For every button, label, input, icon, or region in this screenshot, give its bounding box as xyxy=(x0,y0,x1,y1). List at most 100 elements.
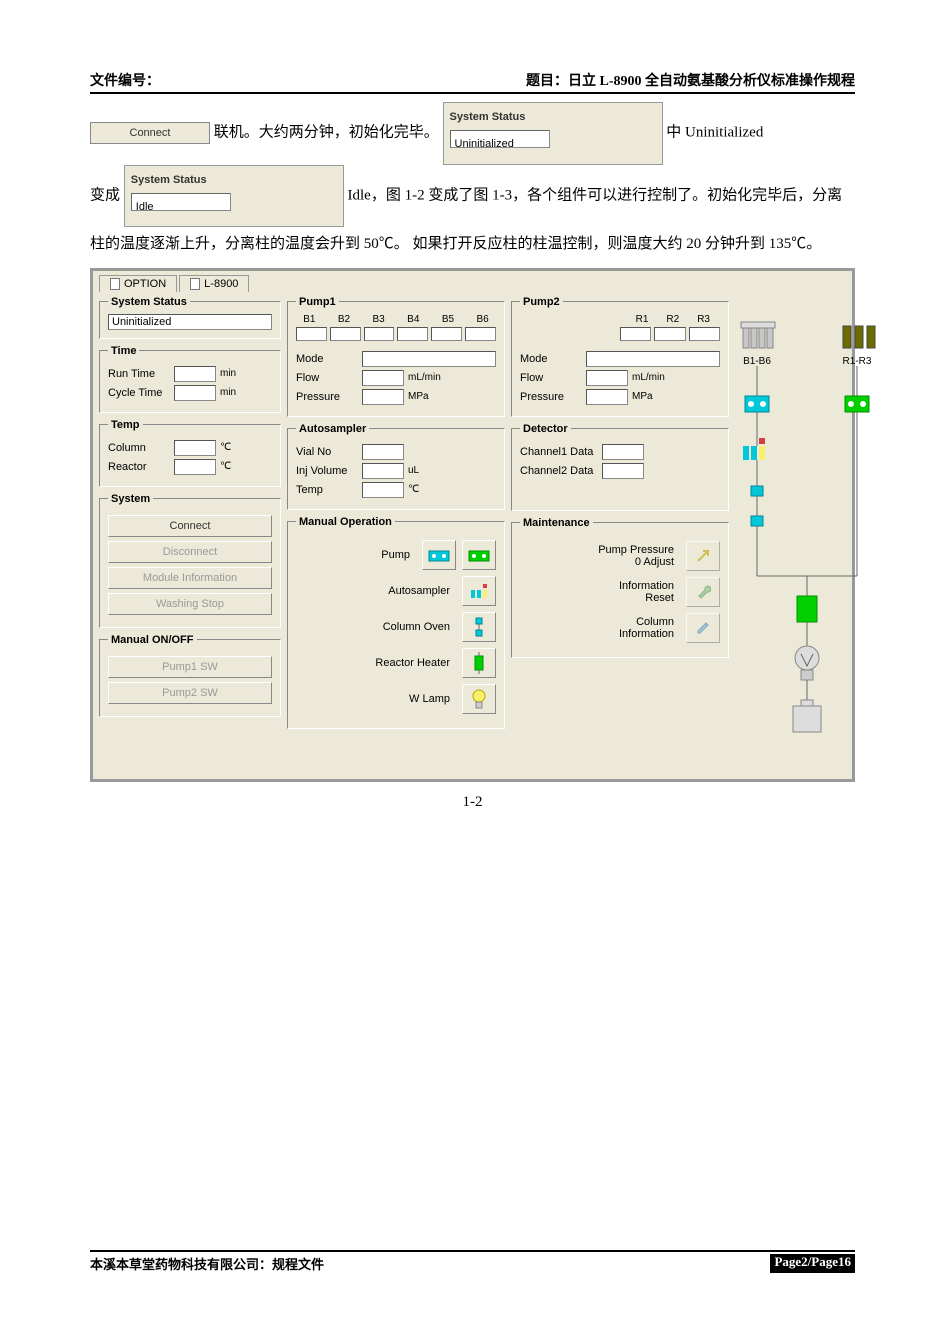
bar-b6 xyxy=(465,327,496,341)
gui-panel: OPTION L-8900 System Status Uninitialize… xyxy=(90,268,855,782)
b-bottles-label: B1-B6 xyxy=(743,356,771,367)
tab-option-label: OPTION xyxy=(124,278,166,290)
col-info-button[interactable] xyxy=(686,613,720,643)
diagram-waste xyxy=(793,706,821,732)
field-as-temp xyxy=(362,482,404,498)
unit-c1: ℃ xyxy=(220,442,254,453)
diagram-oven-top xyxy=(751,486,763,496)
label-mo-oven: Column Oven xyxy=(296,621,456,633)
column-oven-icon-button[interactable] xyxy=(462,612,496,642)
pump1-icon-button[interactable] xyxy=(422,540,456,570)
legend-maintenance: Maintenance xyxy=(520,517,593,529)
field-p1-pressure xyxy=(362,389,404,405)
status-value-uninit: Uninitialized xyxy=(450,130,550,148)
status-value-idle: Idle xyxy=(131,193,231,211)
reactor-heater-icon-button[interactable] xyxy=(462,648,496,678)
group-time: Time Run Timemin Cycle Timemin xyxy=(99,345,281,413)
pump2-sw-button[interactable]: Pump2 SW xyxy=(108,682,272,704)
field-ch1 xyxy=(602,444,644,460)
group-pump1: Pump1 B1 B2 B3 B4 B5 B6 Mode FlowmL/min … xyxy=(287,296,505,417)
bar-b2 xyxy=(330,327,361,341)
tab-device[interactable]: L-8900 xyxy=(179,275,249,292)
legend-manual-op: Manual Operation xyxy=(296,516,395,528)
pump1-b-bars xyxy=(296,327,496,341)
legend-time: Time xyxy=(108,345,139,357)
unit-min: min xyxy=(220,368,254,379)
diagram-reactor xyxy=(797,596,817,622)
label-reactor-temp: Reactor xyxy=(108,461,170,473)
r2: R2 xyxy=(666,314,679,325)
legend-pump1: Pump1 xyxy=(296,296,339,308)
label-p1-mode: Mode xyxy=(296,353,358,365)
inline-connect-button[interactable]: Connect xyxy=(90,122,210,144)
b1: B1 xyxy=(303,314,315,325)
field-p1-mode xyxy=(362,351,496,367)
b-bottles xyxy=(741,322,775,348)
device-icon xyxy=(190,278,200,290)
arrow-icon xyxy=(695,548,711,564)
connect-button[interactable]: Connect xyxy=(108,515,272,537)
flow-diagram: B1-B6 R1-R3 xyxy=(735,296,885,769)
group-manual-op: Manual Operation Pump Autosampler Column… xyxy=(287,516,505,729)
field-reactor-temp xyxy=(174,459,216,475)
field-cycle-time xyxy=(174,385,216,401)
legend-manual-onoff: Manual ON/OFF xyxy=(108,634,197,646)
group-manual-onoff: Manual ON/OFF Pump1 SW Pump2 SW xyxy=(99,634,281,717)
group-maintenance: Maintenance Pump Pressure0 Adjust Inform… xyxy=(511,517,729,658)
bar-r3 xyxy=(689,327,720,341)
bar-b1 xyxy=(296,327,327,341)
label-p1-flow: Flow xyxy=(296,372,358,384)
legend-detector: Detector xyxy=(520,423,571,435)
label-info-reset: InformationReset xyxy=(520,580,680,604)
unit-p2-flow: mL/min xyxy=(632,372,666,383)
field-p2-mode xyxy=(586,351,720,367)
washing-stop-button[interactable]: Washing Stop xyxy=(108,593,272,615)
info-reset-button[interactable] xyxy=(686,577,720,607)
pump2-icon-button[interactable] xyxy=(462,540,496,570)
unit-min2: min xyxy=(220,387,254,398)
b4: B4 xyxy=(407,314,419,325)
pump2-r-bars xyxy=(620,327,720,341)
r-bottles xyxy=(843,326,875,348)
bar-r1 xyxy=(620,327,651,341)
tab-option[interactable]: OPTION xyxy=(99,275,177,292)
field-ch2 xyxy=(602,463,644,479)
label-pump-adjust: Pump Pressure0 Adjust xyxy=(520,544,680,568)
label-p2-mode: Mode xyxy=(520,353,582,365)
field-column-temp xyxy=(174,440,216,456)
autosampler-icon-button[interactable] xyxy=(462,576,496,606)
pump1-icon xyxy=(428,547,450,563)
label-cycle-time: Cycle Time xyxy=(108,387,170,399)
lamp-icon xyxy=(470,688,488,710)
group-autosampler: Autosampler Vial No Inj VolumeuL Temp℃ xyxy=(287,423,505,510)
label-ch2: Channel2 Data xyxy=(520,465,598,477)
autosampler-icon xyxy=(469,582,489,600)
b6: B6 xyxy=(476,314,488,325)
legend-autosampler: Autosampler xyxy=(296,423,369,435)
option-icon xyxy=(110,278,120,290)
pump1-sw-button[interactable]: Pump1 SW xyxy=(108,656,272,678)
disconnect-button[interactable]: Disconnect xyxy=(108,541,272,563)
unit-p2-pressure: MPa xyxy=(632,391,666,402)
label-mo-pump: Pump xyxy=(296,549,416,561)
field-run-time xyxy=(174,366,216,382)
field-p2-pressure xyxy=(586,389,628,405)
text-b: 中 Uninitialized xyxy=(666,125,763,141)
group-detector: Detector Channel1 Data Channel2 Data xyxy=(511,423,729,511)
pump-adjust-l1: Pump Pressure xyxy=(598,544,674,556)
legend-pump2: Pump2 xyxy=(520,296,563,308)
field-p2-flow xyxy=(586,370,628,386)
footer-right: Page2/Page16 xyxy=(770,1254,855,1273)
tabs: OPTION L-8900 xyxy=(99,275,846,292)
pump2-r-labels: R1 R2 R3 xyxy=(520,314,720,325)
group-system-status: System Status Uninitialized xyxy=(99,296,281,339)
pump2-icon xyxy=(468,547,490,563)
text-c: 变成 xyxy=(90,187,120,203)
module-info-button[interactable]: Module Information xyxy=(108,567,272,589)
b5: B5 xyxy=(442,314,454,325)
info-reset-l1: Information xyxy=(619,580,674,592)
r1: R1 xyxy=(636,314,649,325)
pump-adjust-button[interactable] xyxy=(686,541,720,571)
unit-c2: ℃ xyxy=(220,461,254,472)
w-lamp-icon-button[interactable] xyxy=(462,684,496,714)
